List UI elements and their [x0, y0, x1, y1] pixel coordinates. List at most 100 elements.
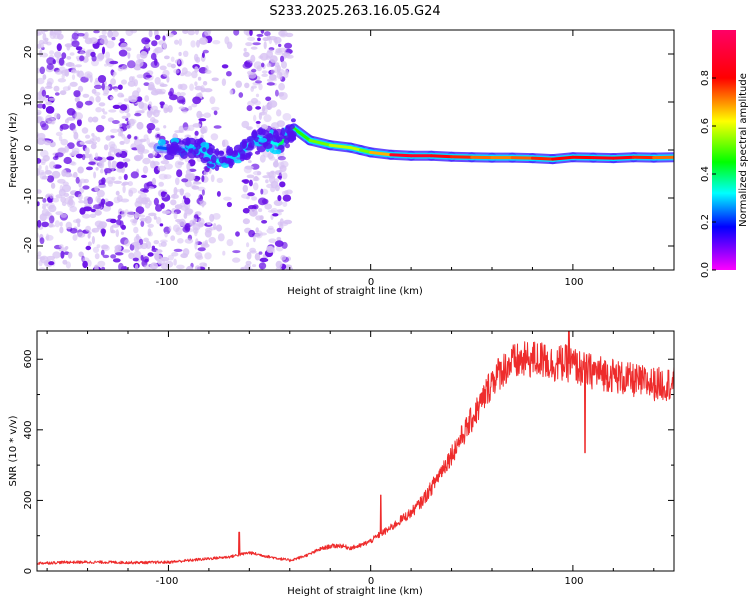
noise-blob	[37, 132, 40, 137]
noise-blob	[201, 52, 205, 58]
noise-blob	[205, 227, 213, 233]
noise-blob	[182, 110, 188, 114]
noise-blob	[110, 78, 116, 86]
noise-blob	[176, 169, 183, 178]
noise-blob	[38, 267, 46, 270]
noise-blob	[189, 219, 196, 226]
noise-blob	[156, 133, 160, 138]
noise-blob	[45, 95, 50, 98]
noise-blob	[198, 118, 207, 122]
noise-blob	[91, 133, 95, 137]
noise-blob	[37, 219, 42, 228]
snr-xtick-label: 0	[368, 576, 374, 587]
noise-blob	[49, 161, 56, 170]
noise-blob	[268, 238, 277, 244]
noise-blob	[127, 80, 136, 87]
noise-blob	[159, 65, 167, 71]
noise-blob	[77, 222, 81, 228]
noise-blob	[53, 85, 60, 92]
noise-blob	[183, 126, 191, 132]
noise-blob	[151, 119, 159, 124]
noise-blob	[249, 30, 253, 36]
noise-blob	[57, 78, 67, 83]
noise-blob	[151, 245, 156, 250]
noise-blob	[279, 92, 288, 100]
track-blob	[287, 136, 297, 142]
track-blob	[261, 128, 266, 136]
noise-blob	[107, 159, 111, 168]
noise-blob	[173, 187, 178, 195]
noise-blob	[252, 182, 259, 191]
noise-blob	[115, 252, 124, 256]
noise-blob	[222, 250, 226, 256]
noise-blob	[98, 221, 108, 229]
spectrogram-ytick-label: 10	[23, 94, 34, 107]
noise-blob	[47, 121, 55, 125]
noise-blob	[136, 74, 144, 79]
noise-blob	[275, 89, 279, 97]
noise-blob	[277, 195, 282, 202]
noise-blob	[163, 174, 172, 180]
noise-blob	[196, 255, 204, 260]
noise-blob	[258, 208, 263, 213]
noise-blob	[55, 211, 64, 216]
noise-blob	[153, 215, 157, 220]
noise-blob	[43, 140, 52, 146]
track-blob	[199, 137, 204, 143]
noise-blob	[101, 115, 106, 120]
noise-blob	[247, 205, 257, 210]
noise-blob	[70, 161, 77, 166]
noise-blob	[242, 207, 250, 214]
noise-blob	[81, 127, 89, 134]
noise-blob	[101, 30, 107, 36]
track-blob	[230, 150, 239, 158]
track-segment	[348, 146, 363, 152]
track-blob	[214, 165, 220, 171]
noise-blob	[85, 225, 91, 232]
spectrogram-xtick-label: 0	[368, 277, 374, 288]
noise-blob	[110, 229, 116, 234]
noise-blob	[93, 204, 102, 210]
noise-blob	[85, 51, 90, 58]
noise-blob	[258, 251, 263, 255]
noise-blob	[274, 159, 279, 163]
noise-blob	[107, 180, 113, 187]
noise-blob	[93, 84, 103, 90]
noise-blob	[224, 36, 230, 45]
noise-blob	[266, 227, 276, 234]
noise-blob	[112, 258, 121, 263]
noise-blob	[76, 118, 82, 127]
noise-blob	[67, 251, 73, 259]
track-segment	[308, 138, 332, 147]
noise-blob	[178, 125, 184, 133]
noise-blob	[51, 170, 61, 179]
noise-blob	[60, 196, 66, 203]
colorbar-gradient	[712, 30, 736, 270]
noise-blob	[249, 250, 257, 254]
noise-blob	[91, 55, 97, 62]
noise-blob	[173, 68, 180, 74]
noise-blob	[173, 248, 183, 252]
noise-blob	[263, 41, 267, 50]
noise-blob	[203, 112, 211, 118]
track-segment	[429, 154, 454, 159]
noise-blob	[54, 220, 61, 228]
noise-blob	[109, 146, 116, 153]
noise-blob	[201, 189, 205, 196]
noise-blob	[148, 200, 152, 206]
noise-blob	[233, 30, 240, 36]
noise-blob	[194, 177, 200, 182]
noise-blob	[255, 106, 261, 110]
noise-blob	[75, 176, 80, 184]
noise-blob	[240, 266, 249, 270]
noise-blob	[62, 86, 70, 92]
noise-blob	[97, 161, 104, 169]
spectrogram-tone-track	[153, 118, 674, 171]
noise-blob	[102, 254, 110, 259]
noise-blob	[82, 185, 90, 190]
noise-blob	[131, 241, 141, 246]
noise-blob	[148, 81, 155, 89]
noise-blob	[96, 189, 105, 198]
noise-blob	[213, 125, 222, 129]
track-blob	[202, 147, 207, 153]
